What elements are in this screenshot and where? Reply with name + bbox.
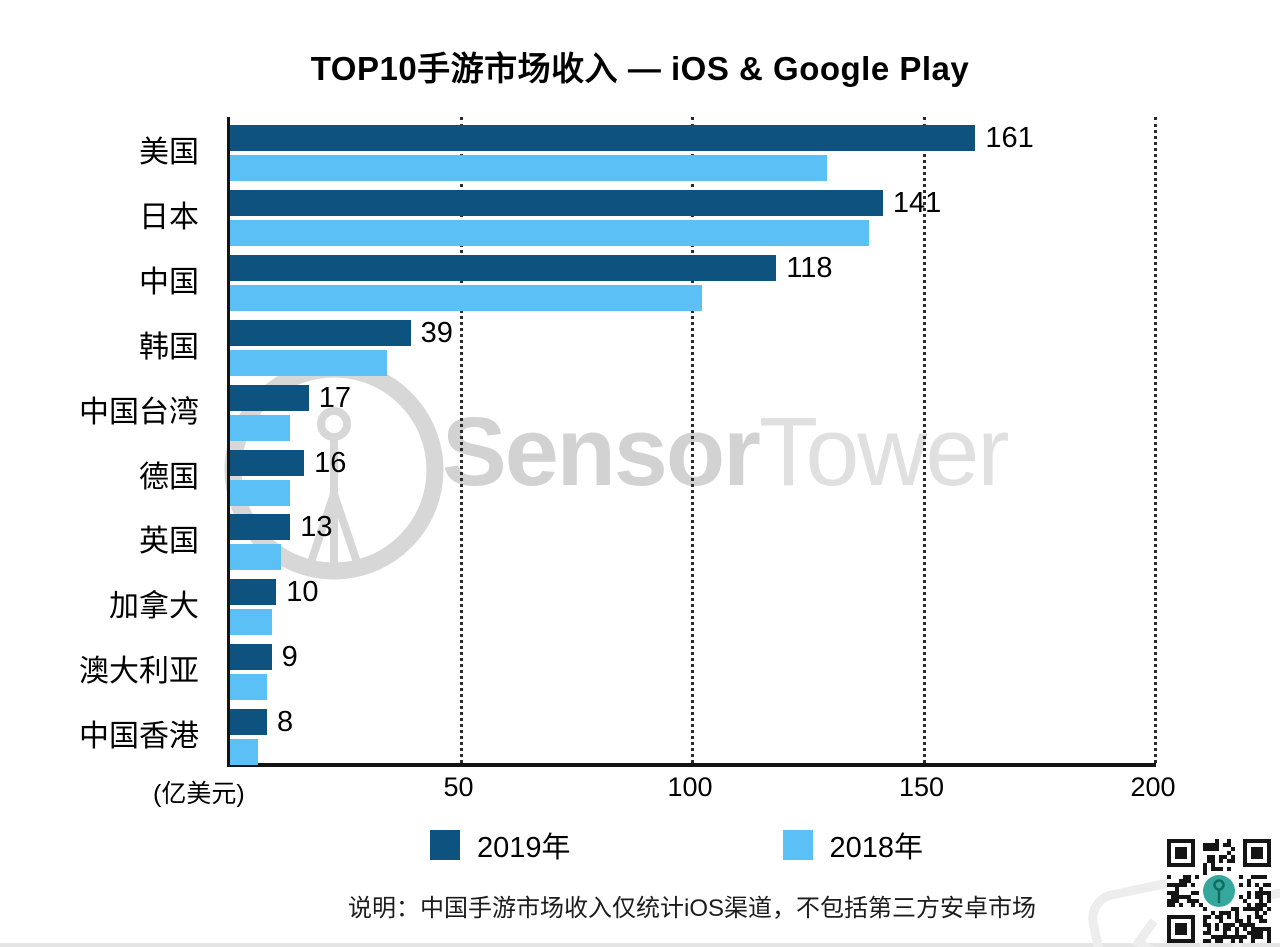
gridline	[459, 117, 463, 763]
legend-item-2019: 2019年	[430, 824, 571, 866]
bar-value-label: 17	[318, 381, 351, 414]
x-axis-ticks: 50 100 150 200	[227, 772, 1175, 806]
bar-series0-row6	[230, 514, 291, 541]
bar-series0-row3	[230, 319, 411, 346]
gridline	[1154, 117, 1157, 763]
category-label: 中国	[139, 265, 199, 299]
bar-series0-row7	[230, 579, 277, 606]
category-label: 英国	[139, 525, 199, 559]
legend-swatch-2018	[782, 830, 813, 860]
bar-series1-row3	[230, 349, 388, 376]
x-tick-label: 200	[1130, 772, 1176, 802]
watermark-sensor: Sensor	[442, 397, 761, 506]
footnote: 说明：中国手游市场收入仅统计iOS渠道，不包括第三方安卓市场	[347, 895, 1036, 922]
bar-series1-row4	[230, 414, 291, 441]
bar-value-label: 9	[281, 641, 298, 674]
bar-series1-row8	[230, 674, 268, 701]
x-tick-label: 100	[667, 772, 713, 802]
bar-series0-row1	[230, 189, 883, 216]
legend-item-2018: 2018年	[782, 824, 924, 866]
sensortower-watermark-text: SensorTower	[442, 402, 1010, 502]
bar-series1-row7	[230, 609, 272, 636]
qr-code	[1167, 839, 1271, 943]
legend-label-2018: 2018年	[829, 832, 924, 864]
category-label: 中国香港	[79, 720, 199, 754]
x-tick-label: 50	[443, 772, 474, 802]
gridline	[691, 117, 694, 763]
bar-value-label: 141	[892, 186, 942, 219]
category-label: 日本	[139, 200, 199, 234]
category-label: 德国	[139, 460, 199, 494]
x-tick-label: 150	[898, 772, 945, 802]
plot-area: 161 141 118 39 17 16 13 10 9 8	[227, 117, 1157, 767]
bar-value-label: 16	[314, 446, 347, 479]
bar-series1-row1	[230, 219, 869, 246]
category-label: 澳大利亚	[79, 655, 199, 689]
category-axis: 美国日本中国韩国中国台湾德国英国加拿大澳大利亚中国香港	[0, 117, 199, 763]
bar-value-label: 118	[786, 251, 833, 284]
category-label: 韩国	[139, 330, 199, 364]
category-label: 加拿大	[109, 590, 199, 624]
bar-value-label: 13	[300, 511, 333, 544]
chart-title: TOP10手游市场收入 — iOS & Google Play	[310, 50, 970, 87]
legend-label-2019: 2019年	[477, 832, 571, 864]
bar-series0-row8	[230, 644, 272, 671]
bar-value-label: 39	[420, 316, 453, 349]
bar-series1-row9	[230, 739, 258, 766]
bar-series1-row5	[230, 479, 291, 506]
legend-swatch-2019	[430, 830, 460, 860]
bar-value-label: 8	[277, 706, 294, 739]
bar-value-label: 10	[286, 576, 319, 609]
qr-corner	[1080, 830, 1280, 947]
legend: 2019年 2018年	[430, 824, 923, 866]
bar-series0-row9	[230, 709, 268, 736]
watermark-tower: Tower	[758, 397, 1010, 506]
axis-unit-label: (亿美元)	[153, 780, 245, 808]
category-label: 中国台湾	[79, 395, 199, 429]
bar-series1-row6	[230, 544, 281, 571]
gridline	[922, 117, 926, 763]
bar-series0-row5	[230, 449, 305, 476]
bar-value-label: 161	[985, 122, 1034, 154]
category-label: 美国	[139, 136, 199, 169]
bar-series0-row4	[230, 384, 309, 411]
bar-series1-row2	[230, 284, 703, 311]
bottom-edge-strip	[0, 943, 1280, 947]
bar-series1-row0	[230, 155, 828, 181]
bar-series0-row2	[230, 254, 777, 281]
bar-series0-row0	[230, 125, 976, 151]
